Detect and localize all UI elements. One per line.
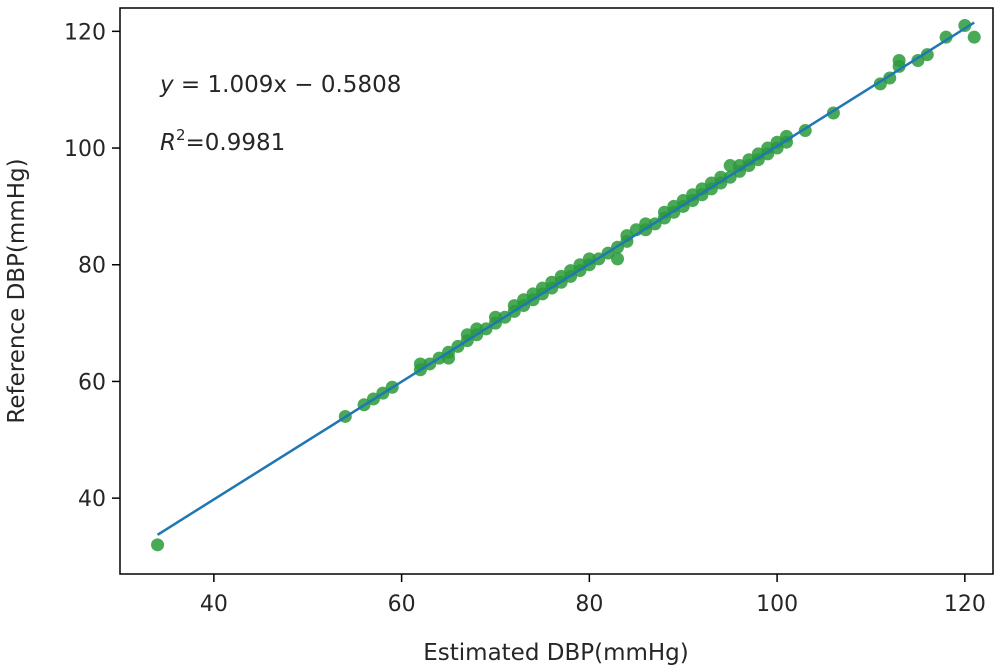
x-tick-label: 40 <box>200 592 228 617</box>
data-point <box>723 159 737 173</box>
data-point <box>611 252 625 266</box>
regression-line <box>156 21 975 536</box>
x-axis: 40 60 80 100 120 <box>200 574 986 617</box>
r-squared-value: =0.9981 <box>186 130 286 156</box>
x-tick-label: 100 <box>756 592 798 617</box>
equation-body: = 1.009x − 0.5808 <box>174 72 402 98</box>
x-tick-label: 60 <box>388 592 416 617</box>
x-axis-label: Estimated DBP(mmHg) <box>423 640 689 666</box>
data-point <box>920 48 934 62</box>
r-squared-annotation: R2=0.9981 <box>160 126 285 156</box>
equation-annotation: y = 1.009x − 0.5808 <box>159 72 401 98</box>
y-tick-label: 60 <box>78 370 106 395</box>
x-tick-label: 120 <box>944 592 986 617</box>
y-tick-label: 120 <box>64 20 106 45</box>
data-point <box>892 54 906 68</box>
data-point <box>151 538 165 552</box>
y-tick-label: 100 <box>64 137 106 162</box>
data-point <box>939 30 953 44</box>
r-squared-r: R <box>160 130 176 156</box>
data-point <box>967 30 981 44</box>
y-tick-label: 80 <box>78 254 106 279</box>
data-points <box>151 19 981 552</box>
data-point <box>958 19 972 33</box>
equation-y: y <box>159 72 174 98</box>
r-squared-superscript: 2 <box>176 126 186 144</box>
y-axis: 40 60 80 100 120 <box>64 20 120 512</box>
plot-frame <box>119 7 994 575</box>
regression-line-group <box>156 21 975 536</box>
y-axis-label: Reference DBP(mmHg) <box>4 158 30 423</box>
y-tick-label: 40 <box>78 487 106 512</box>
x-tick-label: 80 <box>575 592 603 617</box>
